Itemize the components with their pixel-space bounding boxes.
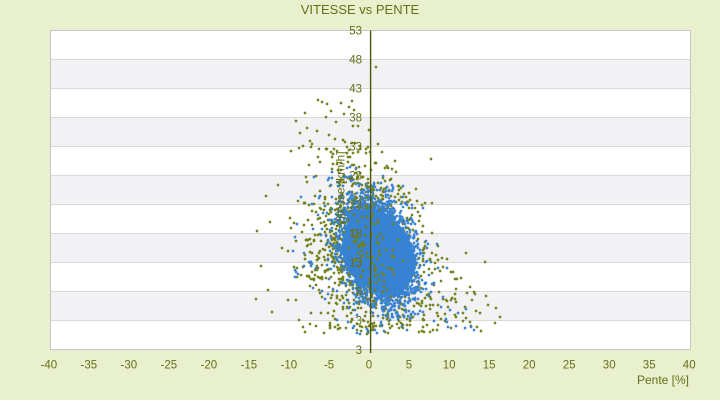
svg-text:-20: -20	[201, 360, 218, 372]
svg-text:3: 3	[356, 345, 362, 357]
svg-text:53: 53	[349, 25, 362, 37]
svg-text:-10: -10	[281, 360, 298, 372]
svg-text:-35: -35	[80, 360, 97, 372]
svg-text:Vitesse [km/h]: Vitesse [km/h]	[334, 151, 348, 226]
svg-text:38: 38	[349, 112, 362, 124]
svg-text:25: 25	[563, 360, 576, 372]
svg-text:8: 8	[356, 286, 362, 298]
svg-text:28: 28	[349, 170, 362, 182]
svg-text:40: 40	[683, 360, 696, 372]
svg-text:23: 23	[349, 199, 362, 211]
svg-text:VITESSE vs PENTE: VITESSE vs PENTE	[301, 2, 420, 17]
svg-text:-15: -15	[241, 360, 258, 372]
svg-text:5: 5	[406, 360, 412, 372]
svg-text:-30: -30	[120, 360, 137, 372]
svg-text:-40: -40	[40, 360, 57, 372]
svg-text:43: 43	[349, 83, 362, 95]
svg-text:35: 35	[643, 360, 656, 372]
svg-text:20: 20	[523, 360, 536, 372]
svg-text:48: 48	[349, 54, 362, 66]
svg-text:-25: -25	[161, 360, 178, 372]
svg-text:18: 18	[349, 228, 362, 240]
svg-text:13: 13	[349, 257, 362, 269]
svg-text:Pente [%]: Pente [%]	[637, 373, 689, 387]
svg-text:15: 15	[483, 360, 496, 372]
svg-text:0: 0	[366, 360, 372, 372]
svg-text:33: 33	[349, 141, 362, 153]
svg-text:-5: -5	[324, 360, 334, 372]
svg-text:30: 30	[603, 360, 616, 372]
svg-text:10: 10	[443, 360, 456, 372]
svg-text:3: 3	[356, 315, 362, 327]
